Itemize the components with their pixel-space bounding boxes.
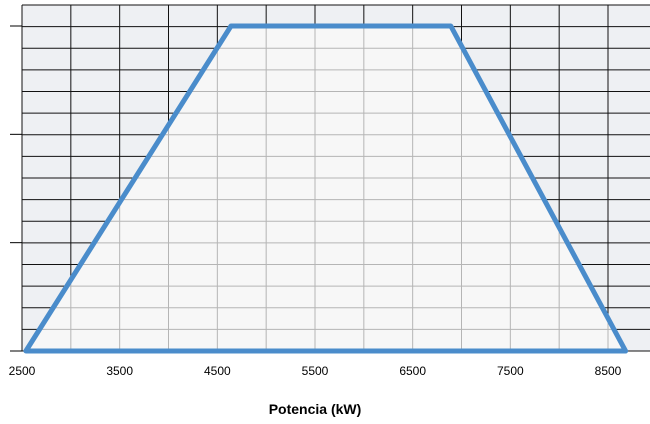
plot-area — [10, 4, 650, 354]
x-axis-ticks: 2500 3500 4500 5500 6500 7500 8500 — [9, 364, 622, 378]
x-axis-title: Potencia (kW) — [269, 401, 362, 417]
region-fill-cover — [25, 26, 626, 351]
series-line — [23, 23, 629, 354]
x-tick-label: 7500 — [497, 364, 524, 378]
x-tick-label: 3500 — [106, 364, 133, 378]
x-tick-label: 5500 — [302, 364, 329, 378]
x-tick-label: 8500 — [595, 364, 622, 378]
x-tick-label: 6500 — [399, 364, 426, 378]
x-tick-label: 2500 — [9, 364, 36, 378]
x-tick-label: 4500 — [204, 364, 231, 378]
